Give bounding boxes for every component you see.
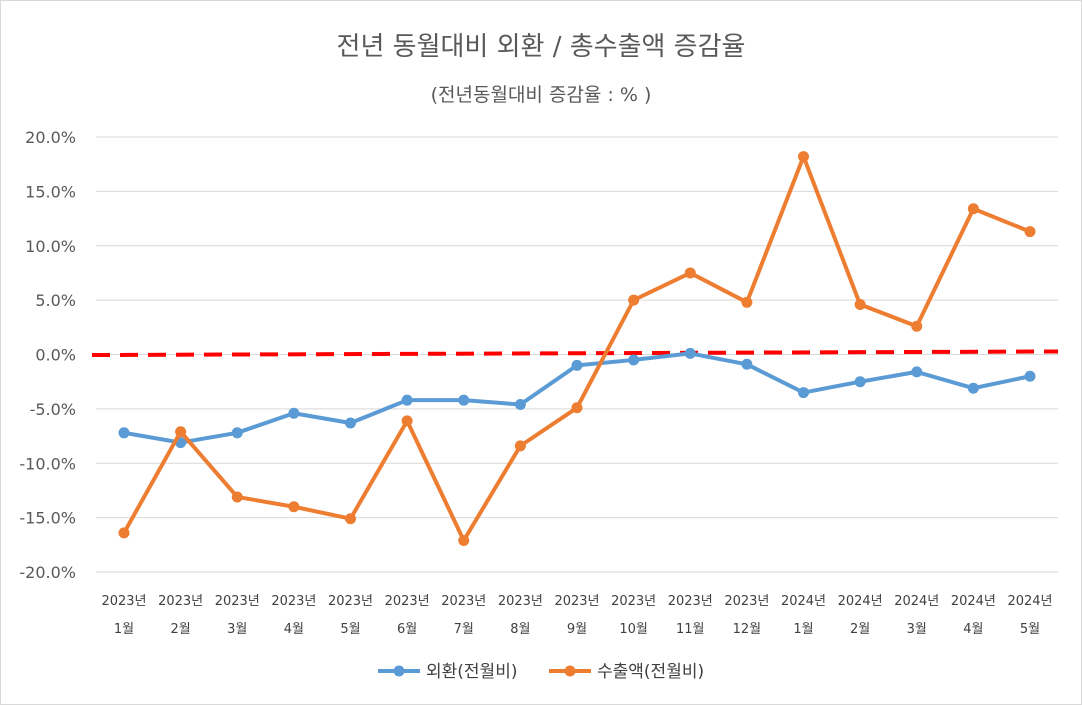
y-tick-label: 15.0%: [25, 182, 76, 201]
legend-label-0: 외환(전월비): [426, 662, 517, 682]
zero-trend-line: [91, 349, 1059, 358]
data-point-0: [1024, 370, 1036, 382]
data-point-1: [458, 534, 470, 546]
data-point-1: [571, 402, 583, 414]
x-tick-label-month: 7월: [454, 622, 474, 637]
x-tick-label-month: 1월: [793, 622, 813, 637]
data-point-0: [571, 359, 583, 371]
chart-title: 전년 동월대비 외환 / 총수출액 증감율: [336, 32, 746, 62]
data-point-1: [514, 440, 526, 452]
x-tick-label-year: 2024년: [1007, 594, 1052, 609]
data-point-0: [514, 399, 526, 411]
x-tick-label-year: 2023년: [724, 594, 769, 609]
data-point-0: [458, 394, 470, 406]
x-tick-label-month: 2월: [171, 622, 191, 637]
legend: 외환(전월비) 수출액(전월비): [378, 662, 704, 682]
data-point-1: [967, 203, 979, 215]
x-tick-label-month: 10월: [619, 622, 648, 637]
legend-marker-1: [564, 665, 576, 677]
y-tick-label: -15.0%: [19, 509, 76, 528]
x-tick-label-year: 2023년: [554, 594, 599, 609]
x-tick-label-month: 3월: [227, 622, 247, 637]
data-point-1: [628, 294, 640, 306]
legend-marker-0: [393, 665, 405, 677]
x-tick-label-year: 2024년: [951, 594, 996, 609]
x-tick-label-year: 2023년: [498, 594, 543, 609]
data-point-1: [911, 320, 923, 332]
x-tick-label-month: 4월: [284, 622, 304, 637]
series-group: [118, 151, 1036, 546]
x-tick-label-year: 2023년: [611, 594, 656, 609]
x-tick-label-year: 2024년: [838, 594, 883, 609]
series-line-1: [122, 154, 1031, 543]
x-tick-label-year: 2023년: [328, 594, 373, 609]
y-tick-label: -20.0%: [19, 563, 76, 582]
data-point-1: [345, 513, 356, 525]
x-tick-label-month: 9월: [567, 622, 587, 637]
x-tick-label-month: 11월: [676, 622, 705, 637]
data-point-0: [288, 407, 300, 419]
x-tick-label-month: 12월: [733, 622, 762, 637]
legend-label-1: 수출액(전월비): [597, 662, 704, 682]
data-point-1: [288, 501, 300, 513]
x-tick-label-year: 2024년: [781, 594, 826, 609]
trend-line-group: [91, 349, 1059, 358]
data-point-0: [798, 387, 809, 399]
data-point-1: [684, 267, 696, 279]
data-point-0: [231, 427, 243, 439]
data-point-0: [854, 376, 866, 388]
data-point-1: [175, 426, 187, 438]
data-point-1: [854, 298, 866, 310]
y-tick-label: 10.0%: [25, 237, 76, 256]
x-tick-label-year: 2023년: [158, 594, 203, 609]
data-point-0: [401, 394, 413, 406]
x-tick-label-month: 8월: [510, 622, 530, 637]
x-axis-labels: 2023년 1월 2023년 2월 2023년 3월 2023년 4월 2023년 5월 2023년…: [101, 594, 1052, 637]
x-tick-label-month: 1월: [114, 622, 134, 637]
data-point-1: [231, 491, 243, 503]
data-point-1: [118, 527, 130, 539]
x-tick-label-month: 2월: [850, 622, 870, 637]
data-point-1: [1024, 226, 1036, 238]
x-tick-label-year: 2023년: [668, 594, 713, 609]
data-point-0: [345, 417, 356, 429]
y-tick-label: 5.0%: [35, 291, 76, 310]
x-tick-label-year: 2023년: [441, 594, 486, 609]
data-point-0: [967, 382, 979, 394]
x-tick-label-month: 6월: [397, 622, 417, 637]
y-tick-label: 0.0%: [35, 346, 76, 365]
data-point-1: [798, 151, 809, 163]
x-tick-label-month: 3월: [907, 622, 927, 637]
x-tick-label-year: 2023년: [385, 594, 430, 609]
data-point-0: [628, 354, 640, 366]
x-tick-label-month: 5월: [1020, 622, 1040, 637]
y-tick-label: 20.0%: [25, 128, 76, 147]
chart-subtitle: (전년동월대비 증감율 : % ): [430, 84, 652, 106]
x-tick-label-year: 2023년: [271, 594, 316, 609]
x-tick-label-month: 4월: [963, 622, 983, 637]
data-point-0: [684, 347, 696, 359]
x-tick-label-year: 2023년: [215, 594, 260, 609]
data-point-1: [401, 415, 413, 427]
data-point-0: [911, 366, 923, 378]
data-point-1: [741, 296, 753, 308]
data-point-0: [741, 358, 753, 370]
y-tick-label: -5.0%: [30, 400, 76, 419]
x-tick-label-year: 2023년: [101, 594, 146, 609]
x-tick-label-year: 2024년: [894, 594, 939, 609]
y-axis-labels: 20.0% 15.0% 10.0% 5.0% 0.0% -5.0% -10.0% -15.0%…: [19, 128, 76, 582]
y-tick-label: -10.0%: [19, 454, 76, 473]
data-point-0: [118, 427, 130, 439]
x-tick-label-month: 5월: [340, 622, 360, 637]
